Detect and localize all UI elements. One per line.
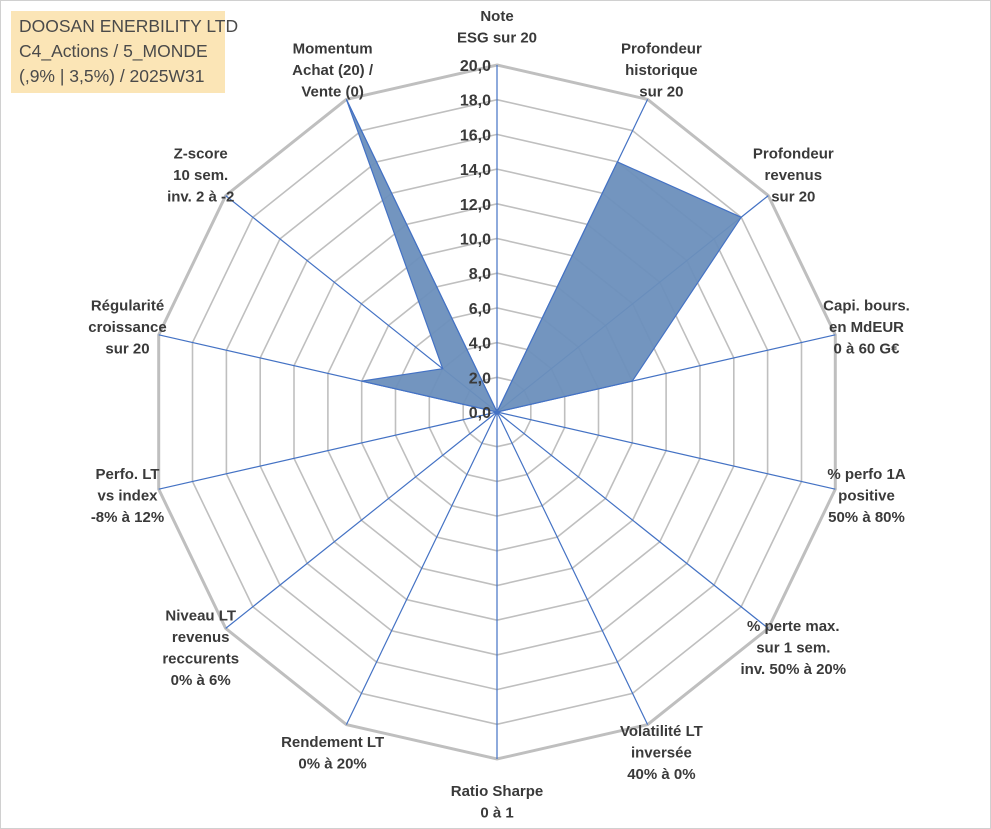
axis-spoke-11 [158, 411, 498, 490]
tick-label-0: 0,0 [469, 405, 491, 422]
axis-label-10: Niveau LT revenus reccurents 0% à 6% [162, 607, 239, 689]
axis-label-6: % perte max. sur 1 sem. inv. 50% à 20% [740, 618, 846, 678]
chart-title-line3: (,9% | 3,5%) / 2025W31 [19, 66, 205, 86]
axis-spoke-7 [496, 411, 649, 725]
axis-label-11: Perfo. LT vs index -8% à 12% [91, 466, 164, 526]
axis-spoke-6 [496, 411, 769, 629]
tick-label-8: 16,0 [460, 127, 491, 144]
tick-label-6: 12,0 [460, 197, 491, 214]
tick-label-4: 8,0 [469, 266, 491, 283]
chart-title-line1: DOOSAN ENERBILITY LTD [19, 16, 239, 36]
tick-label-2: 4,0 [469, 336, 491, 353]
axis-label-12: Régularité croissance sur 20 [88, 297, 166, 357]
tick-label-9: 18,0 [460, 93, 491, 110]
tick-label-5: 10,0 [460, 232, 491, 249]
axis-label-2: Profondeur historique sur 20 [621, 40, 702, 100]
axis-label-7: Volatilité LT inversée 40% à 0% [620, 723, 703, 783]
axis-spoke-9 [345, 411, 498, 725]
series-area-1 [345, 99, 743, 414]
axis-label-13: Z-score 10 sem. inv. 2 à -2 [167, 145, 234, 205]
axis-label-8: Ratio Sharpe 0 à 1 [451, 783, 544, 822]
tick-label-3: 6,0 [469, 301, 491, 318]
axis-label-3: Profondeur revenus sur 20 [753, 145, 834, 205]
chart-title-line2: C4_Actions / 5_MONDE [19, 41, 208, 61]
axis-label-5: % perfo 1A positive 50% à 80% [827, 466, 906, 526]
axis-label-9: Rendement LT 0% à 20% [281, 734, 384, 773]
axis-label-1: Note ESG sur 20 [457, 8, 537, 47]
axis-label-4: Capi. bours. en MdEUR 0 à 60 G€ [823, 297, 910, 357]
axis-spoke-5 [496, 411, 836, 490]
axis-spoke-10 [225, 411, 498, 629]
tick-label-7: 14,0 [460, 162, 491, 179]
tick-label-1: 2,0 [469, 370, 491, 387]
tick-label-10: 20,0 [460, 58, 491, 75]
chart-title-box: DOOSAN ENERBILITY LTD C4_Actions / 5_MON… [11, 11, 239, 93]
axis-label-14: Momentum Achat (20) / Vente (0) [292, 40, 374, 100]
